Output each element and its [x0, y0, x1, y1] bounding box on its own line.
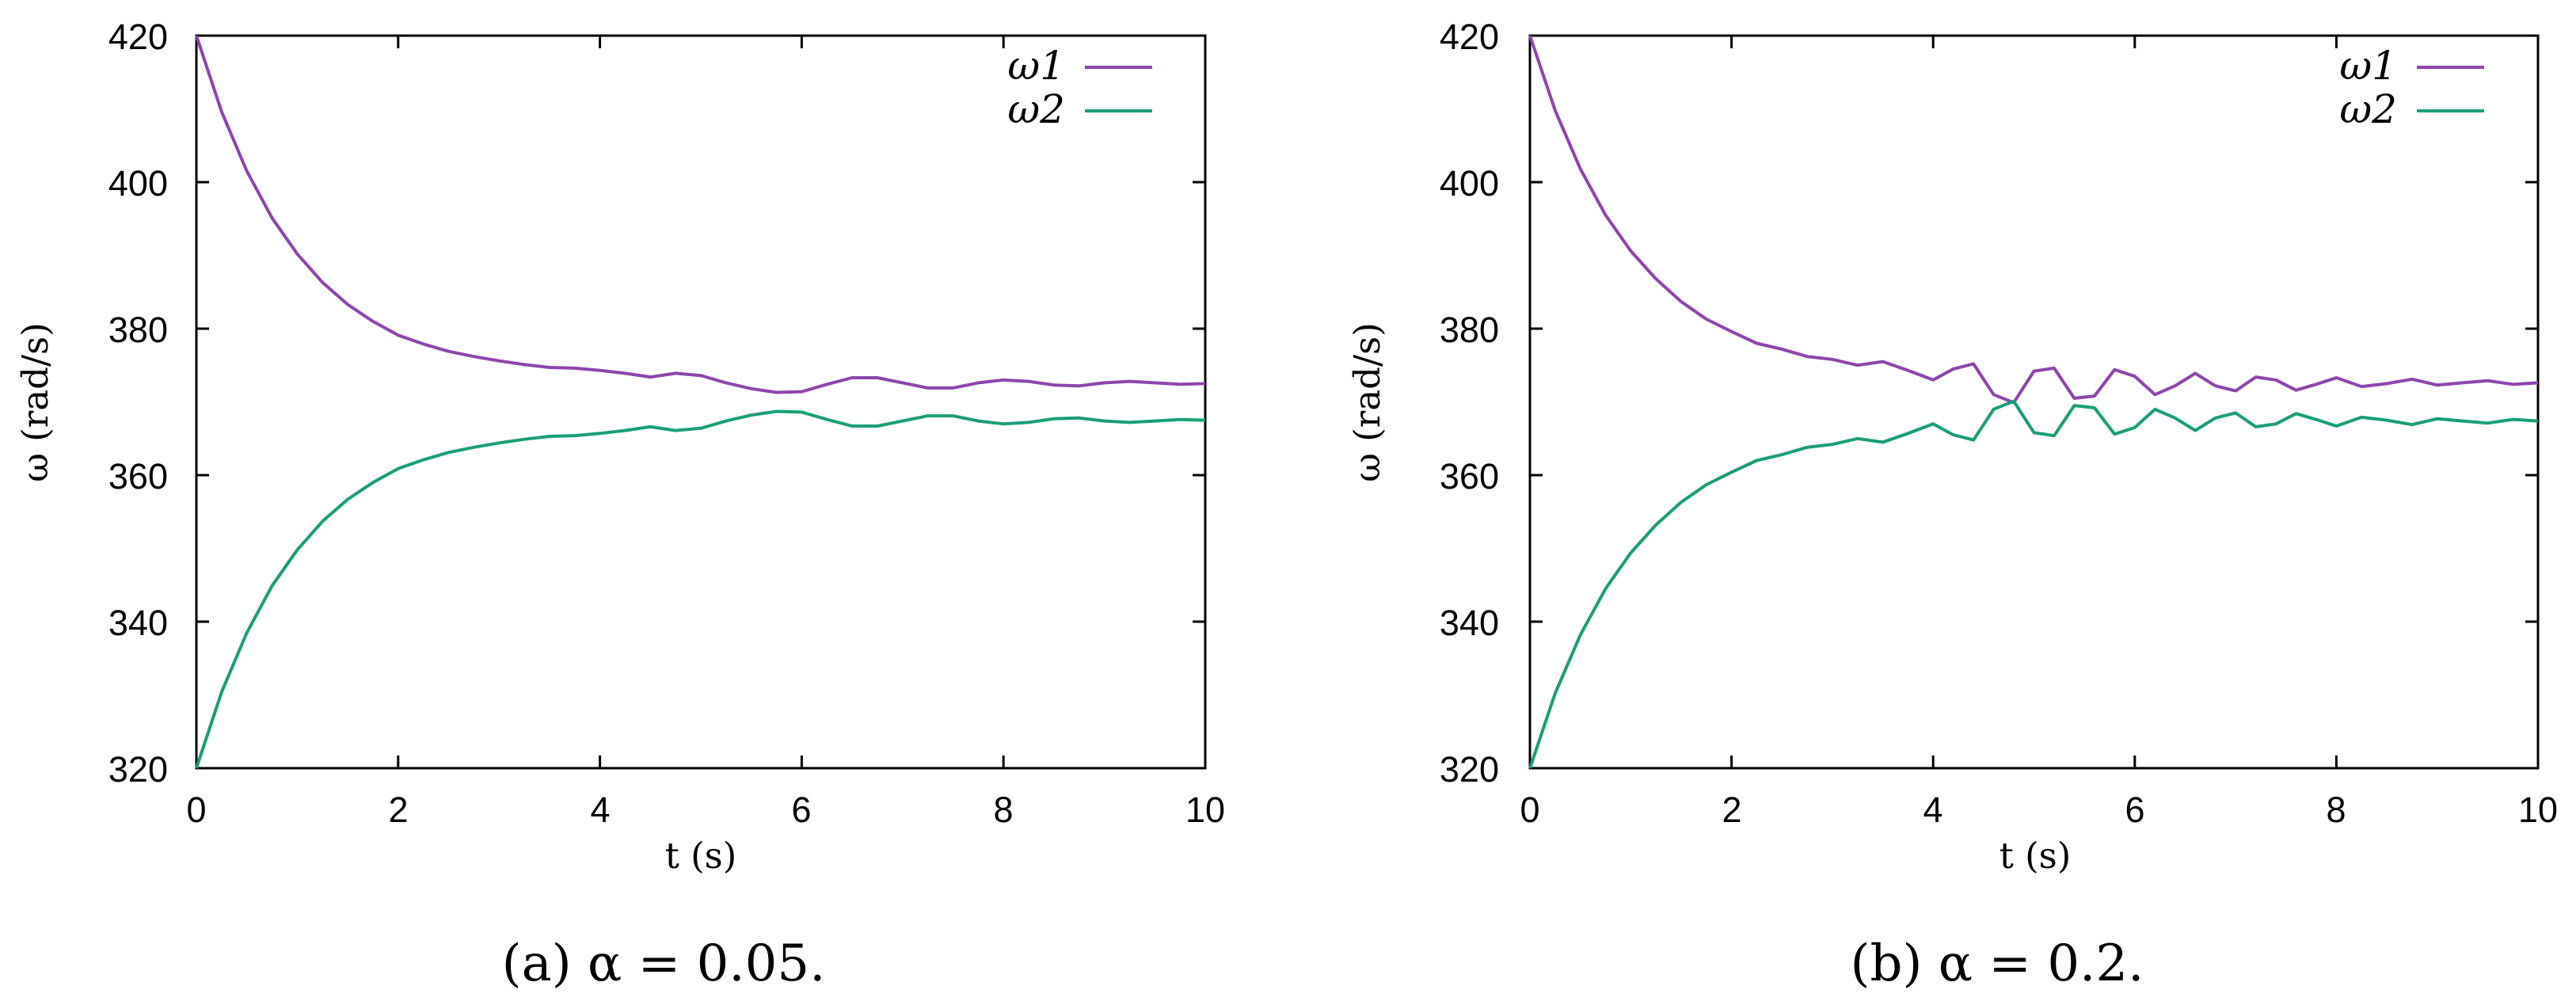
series-group-b — [1528, 35, 2539, 769]
series-line-omega1 — [1528, 35, 2539, 405]
xtick-label: 10 — [2518, 790, 2558, 830]
series-group-a — [195, 35, 1206, 769]
ytick-label: 400 — [1440, 163, 1499, 204]
x-axis-label: t (s) — [665, 835, 737, 877]
plot-frame-b — [1528, 34, 2540, 770]
y-axis-label: ω (rad/s) — [14, 322, 56, 482]
plot-frame-a — [195, 34, 1207, 770]
ytick-label: 360 — [108, 456, 168, 497]
y-axis-label: ω (rad/s) — [1346, 322, 1388, 482]
ytick-label: 400 — [108, 163, 168, 204]
series-line-omega2 — [195, 409, 1206, 769]
xtick-label: 6 — [2125, 790, 2144, 830]
xtick-label: 6 — [791, 790, 811, 830]
xtick-label: 4 — [590, 790, 610, 830]
legend-label-omega1: ω1 — [1007, 43, 1065, 89]
axis-ticks-a — [195, 34, 1207, 770]
legend-label-omega1: ω1 — [2339, 43, 2397, 89]
axis-ticks-b — [1528, 34, 2540, 770]
ytick-label: 380 — [1440, 310, 1499, 350]
ytick-label: 340 — [1440, 603, 1499, 643]
xtick-label: 10 — [1185, 790, 1225, 830]
caption-a: (a) α = 0.05. — [502, 934, 826, 993]
panel-b: 420 400 380 360 340 320 0 2 4 6 8 10 t (… — [1346, 17, 2558, 993]
ytick-label: 320 — [108, 749, 168, 790]
series-line-omega2 — [1528, 399, 2539, 769]
legend-label-omega2: ω2 — [2339, 86, 2397, 132]
xtick-label: 8 — [993, 790, 1013, 830]
ytick-label: 380 — [108, 310, 168, 350]
legend-label-omega2: ω2 — [1007, 86, 1065, 132]
series-line-omega1 — [195, 35, 1206, 394]
ytick-label: 320 — [1440, 749, 1499, 790]
ytick-label: 420 — [108, 17, 168, 57]
xtick-label: 0 — [1520, 790, 1539, 830]
legend-a: ω1 ω2 — [1007, 43, 1152, 132]
xtick-label: 8 — [2326, 790, 2346, 830]
xtick-label: 2 — [388, 790, 408, 830]
xtick-label: 4 — [1923, 790, 1942, 830]
ytick-label: 420 — [1440, 17, 1499, 57]
panel-a: 420 400 380 360 340 320 0 2 4 6 8 10 t (… — [14, 17, 1225, 993]
legend-b: ω1 ω2 — [2339, 43, 2484, 132]
xtick-label: 2 — [1722, 790, 1741, 830]
caption-b: (b) α = 0.2. — [1851, 934, 2144, 993]
x-axis-label: t (s) — [2000, 835, 2072, 877]
ytick-label: 360 — [1440, 456, 1499, 497]
ytick-label: 340 — [108, 603, 168, 643]
xtick-label: 0 — [186, 790, 206, 830]
